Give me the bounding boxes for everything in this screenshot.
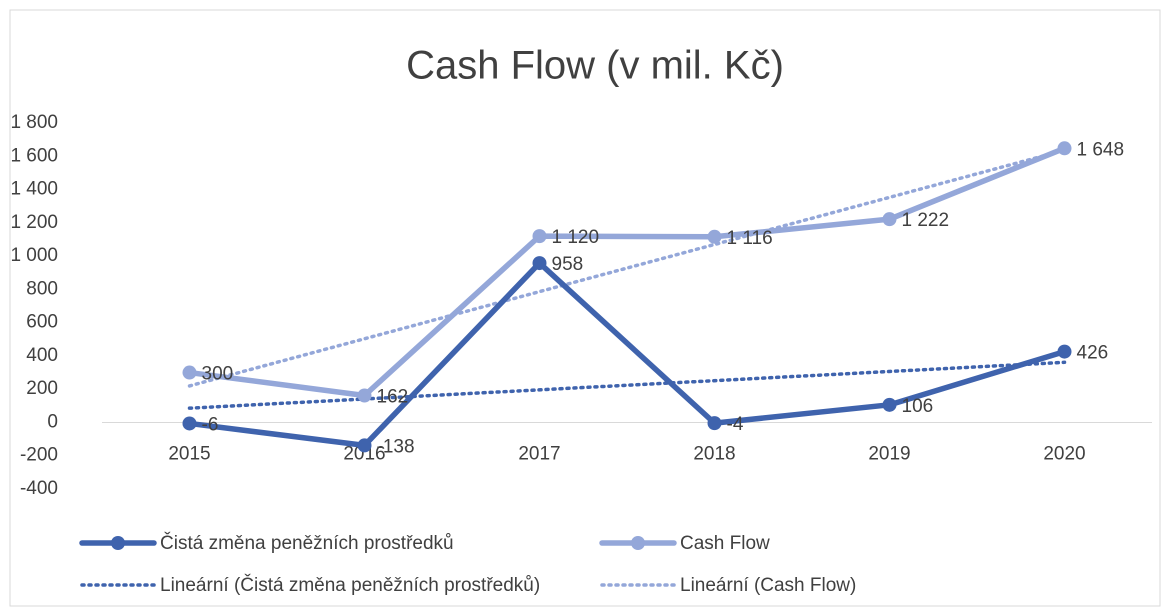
x-tick-label: 2016 (343, 443, 385, 464)
y-tick-label: 1 600 (10, 145, 58, 166)
point (532, 256, 547, 271)
data-label: 106 (902, 396, 934, 417)
y-tick-label: 1 800 (10, 112, 58, 133)
y-tick-label: 800 (26, 278, 58, 299)
point (532, 229, 547, 244)
x-tick-label: 2017 (518, 443, 560, 464)
point (707, 416, 722, 431)
legend-marker (631, 536, 645, 550)
y-tick-label: -200 (20, 445, 58, 466)
x-tick-label: 2019 (868, 443, 910, 464)
legend-label: Čistá změna peněžních prostředků (160, 532, 454, 554)
x-tick-label: 2018 (693, 443, 735, 464)
point (1057, 141, 1072, 156)
point (1057, 344, 1072, 359)
data-label: 1 116 (727, 228, 773, 249)
y-tick-label: 1 400 (10, 179, 58, 200)
data-label: 958 (552, 254, 584, 275)
chart-title: Cash Flow (v mil. Kč) (406, 44, 784, 88)
y-tick-label: 1 000 (10, 245, 58, 266)
legend-marker (111, 536, 125, 550)
data-label: 426 (1077, 343, 1109, 364)
y-tick-label: 1 200 (10, 212, 58, 233)
point (707, 229, 722, 244)
data-label: 1 222 (902, 210, 950, 231)
trendline (187, 148, 1067, 388)
point (882, 397, 897, 412)
point (182, 365, 197, 380)
legend-label: Cash Flow (680, 533, 770, 554)
data-label: -6 (202, 414, 219, 435)
data-label: 1 120 (552, 227, 600, 248)
x-tick-label: 2020 (1043, 443, 1085, 464)
x-tick-label: 2015 (168, 443, 210, 464)
data-label: 162 (377, 387, 409, 408)
point (882, 212, 897, 227)
data-label: -4 (727, 414, 744, 435)
y-tick-label: 0 (47, 411, 58, 432)
data-label: -138 (377, 436, 415, 457)
legend-label: Lineární (Čistá změna peněžních prostřed… (160, 574, 540, 596)
trendline (187, 360, 1067, 410)
point (182, 416, 197, 431)
point (357, 388, 372, 403)
line (189, 260, 1066, 449)
y-tick-label: 400 (26, 345, 58, 366)
data-label: 1 648 (1077, 139, 1125, 160)
line (189, 145, 1066, 399)
legend-label: Lineární (Cash Flow) (680, 575, 856, 596)
y-tick-label: 200 (26, 378, 58, 399)
y-tick-label: 600 (26, 312, 58, 333)
point (357, 438, 372, 453)
y-tick-label: -400 (20, 478, 58, 499)
data-label: 300 (202, 364, 234, 385)
